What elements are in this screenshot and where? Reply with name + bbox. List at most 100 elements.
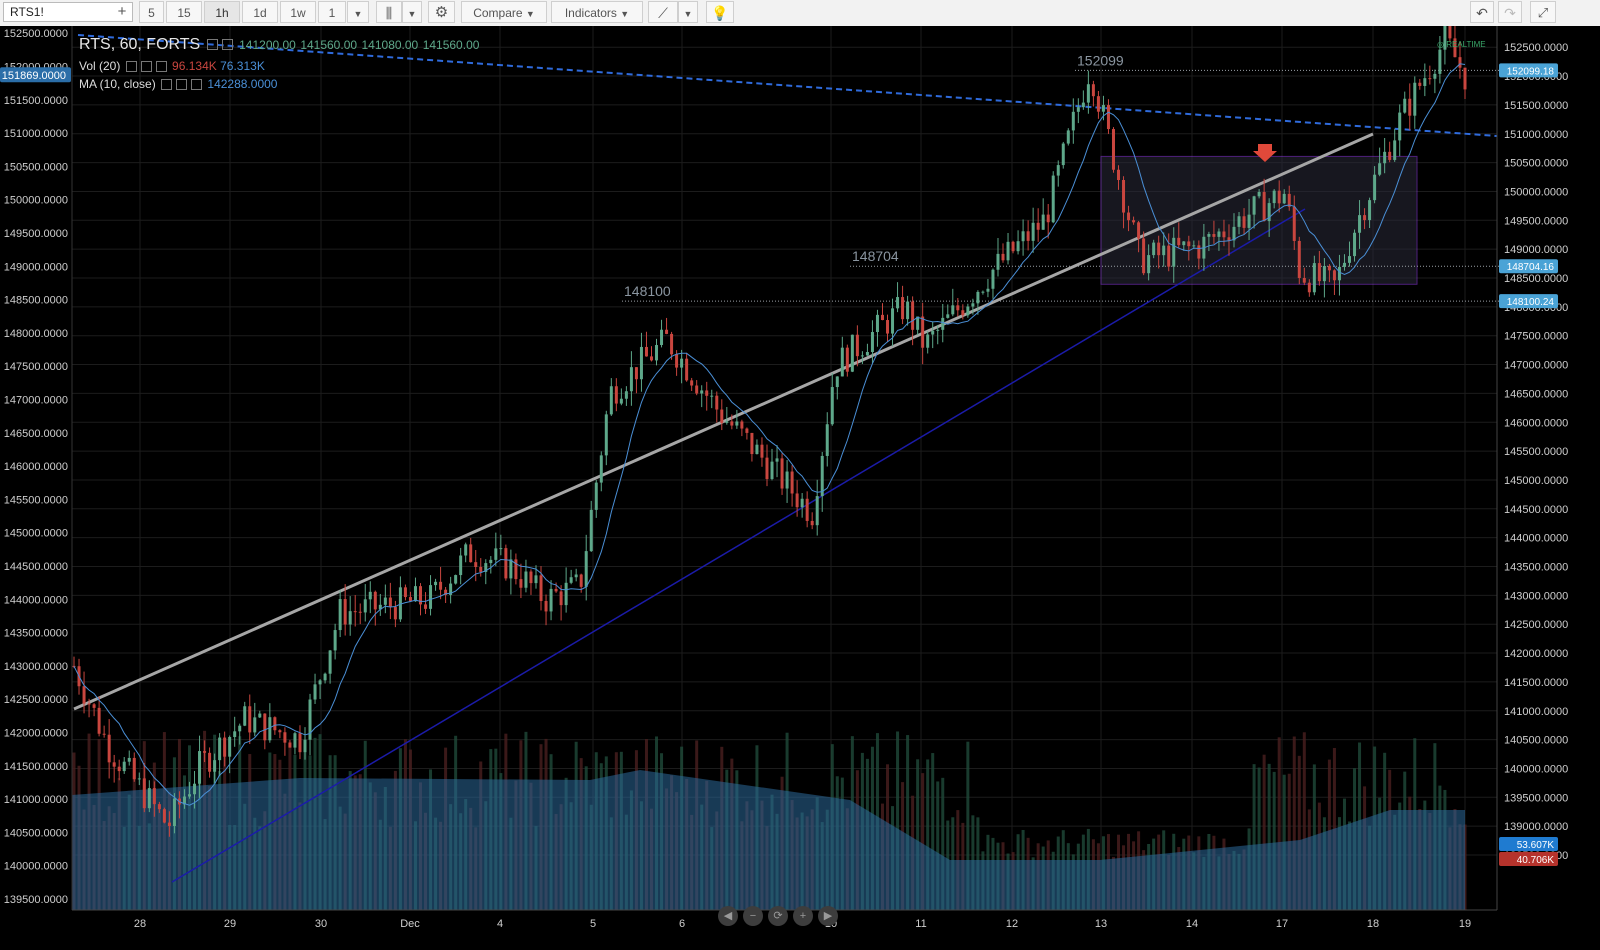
- candle-body: [976, 291, 980, 304]
- candle-body: [1086, 84, 1090, 103]
- candle-body: [855, 334, 859, 357]
- candle-body: [278, 730, 282, 733]
- right-axis-label: 139000.0000: [1504, 821, 1568, 833]
- candle-body: [1242, 216, 1246, 228]
- chart-area[interactable]: 152099148704148100152500.0000152000.0000…: [0, 26, 1600, 950]
- candle-body: [444, 589, 448, 595]
- legend-toggle-icon[interactable]: [206, 39, 218, 51]
- interval-dropdown[interactable]: ▼: [347, 1, 369, 23]
- add-symbol-icon[interactable]: +: [117, 3, 127, 20]
- candle-body: [760, 444, 764, 458]
- time-axis-label: 29: [224, 918, 236, 930]
- zoom-in-icon[interactable]: +: [793, 906, 813, 926]
- fullscreen-button[interactable]: ⤢: [1530, 1, 1556, 23]
- candle-body: [629, 367, 633, 392]
- candle-body: [479, 567, 483, 572]
- candle-body: [509, 559, 513, 579]
- candle-body: [639, 346, 643, 380]
- candle-body: [172, 798, 176, 827]
- interval-15-button[interactable]: 15: [166, 1, 202, 23]
- chart-style-button[interactable]: ⫼: [376, 1, 402, 23]
- candle-body: [906, 301, 910, 320]
- drawing-tools-dropdown[interactable]: ▼: [678, 1, 698, 23]
- candle-body: [137, 778, 141, 780]
- candle-body: [454, 575, 458, 584]
- drawing-tools-button[interactable]: ⟋: [648, 1, 678, 23]
- candle-body: [961, 310, 965, 316]
- chart-toolbar: + 5 15 1h 1d 1w 1 ▼ ⫼ ▼ ⚙ Compare ▼ Indi…: [0, 0, 1600, 27]
- ohlc-close: 141560.00: [422, 38, 480, 52]
- candle-body: [1011, 241, 1015, 252]
- candle-body: [1292, 206, 1296, 241]
- candle-body: [97, 707, 101, 734]
- interval-multiplier[interactable]: 1: [318, 1, 346, 23]
- candle-body: [820, 455, 824, 497]
- candle-body: [564, 582, 568, 606]
- volume-close-icon[interactable]: [155, 61, 167, 73]
- ma-settings-icon[interactable]: [176, 79, 188, 91]
- ma-hide-icon[interactable]: [161, 79, 173, 91]
- candle-body: [1282, 193, 1286, 204]
- right-axis-label: 139500.0000: [1504, 792, 1568, 804]
- candle-body: [92, 704, 96, 708]
- redo-button[interactable]: ↷: [1498, 1, 1522, 23]
- candle-body: [1358, 215, 1362, 233]
- compare-button[interactable]: Compare ▼: [461, 1, 547, 23]
- candle-body: [489, 559, 493, 564]
- volume-settings-icon[interactable]: [140, 61, 152, 73]
- candle-body: [624, 391, 628, 399]
- candle-body: [383, 597, 387, 605]
- time-axis-label: 28: [134, 918, 146, 930]
- lightbulb-icon: 💡: [711, 5, 729, 21]
- right-axis-label: 147000.0000: [1504, 360, 1568, 372]
- chart-style-dropdown[interactable]: ▼: [402, 1, 422, 23]
- right-axis-label: 151000.0000: [1504, 129, 1568, 141]
- price-chart[interactable]: 152099148704148100152500.0000152000.0000…: [0, 26, 1600, 950]
- ma-close-icon[interactable]: [191, 79, 203, 91]
- candle-body: [1418, 82, 1422, 86]
- scroll-left-icon[interactable]: ◀: [718, 906, 738, 926]
- scroll-right-icon[interactable]: ▶: [818, 906, 838, 926]
- candle-body: [293, 733, 297, 748]
- undo-button[interactable]: ↶: [1470, 1, 1494, 23]
- ohlc-high: 141560.00: [300, 38, 358, 52]
- candle-body: [941, 317, 945, 330]
- interval-1w-button[interactable]: 1w: [280, 1, 316, 23]
- candle-body: [1408, 98, 1412, 116]
- interval-1d-button[interactable]: 1d: [242, 1, 278, 23]
- candle-body: [208, 752, 212, 772]
- candles: [72, 26, 1467, 837]
- candle-body: [735, 421, 739, 426]
- left-axis-label: 152500.0000: [4, 28, 68, 40]
- legend-settings-icon[interactable]: [221, 39, 233, 51]
- interval-1h-button[interactable]: 1h: [204, 1, 240, 23]
- candle-body: [348, 611, 352, 625]
- right-axis-badge-label: 53.607K: [1517, 840, 1555, 851]
- candle-body: [700, 390, 704, 394]
- candle-body: [850, 334, 854, 372]
- candle-body: [1172, 237, 1176, 267]
- volume-hide-icon[interactable]: [125, 61, 137, 73]
- candle-body: [880, 314, 884, 321]
- chevron-down-icon: ▼: [525, 9, 535, 19]
- ideas-button[interactable]: 💡: [706, 1, 734, 23]
- candle-body: [484, 563, 488, 572]
- symbol-input[interactable]: [3, 2, 133, 22]
- settings-button[interactable]: ⚙: [428, 1, 455, 23]
- candle-body: [1453, 38, 1457, 58]
- candle-body: [1348, 256, 1352, 263]
- zoom-out-icon[interactable]: −: [743, 906, 763, 926]
- right-axis-label: 144000.0000: [1504, 533, 1568, 545]
- chart-navigation: ◀ − ⟳ + ▶: [718, 906, 843, 926]
- reset-zoom-icon[interactable]: ⟳: [768, 906, 788, 926]
- interval-5-button[interactable]: 5: [139, 1, 164, 23]
- candle-body: [785, 471, 789, 489]
- indicators-button[interactable]: Indicators ▼: [551, 1, 643, 23]
- time-axis-label: 11: [915, 918, 926, 930]
- time-axis: 282930Dec4561011121314171819: [134, 918, 1471, 930]
- candle-body: [750, 432, 754, 455]
- time-axis-label: 6: [679, 918, 685, 930]
- candle-body: [1443, 26, 1447, 50]
- candle-body: [1036, 222, 1040, 230]
- candle-body: [604, 414, 608, 456]
